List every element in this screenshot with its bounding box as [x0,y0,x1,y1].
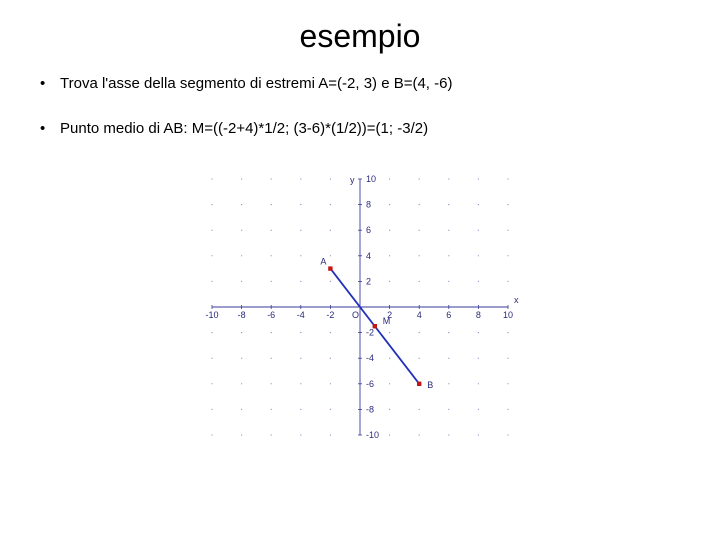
svg-text:-10: -10 [366,430,379,440]
svg-text:2: 2 [366,276,371,286]
svg-text:8: 8 [476,310,481,320]
svg-text:-4: -4 [366,353,374,363]
bullet-list: • Trova l'asse della segmento di estremi… [0,75,720,137]
svg-text:-4: -4 [297,310,305,320]
list-item: • Trova l'asse della segmento di estremi… [40,75,700,92]
svg-text:A: A [320,257,326,267]
svg-text:-6: -6 [267,310,275,320]
svg-text:10: 10 [366,174,376,184]
svg-text:-8: -8 [366,404,374,414]
svg-text:-8: -8 [238,310,246,320]
svg-text:6: 6 [446,310,451,320]
chart-container: -10-8-6-4-2246810-10-8-6-4-2246810xyOABM [0,157,720,457]
svg-text:O: O [352,310,359,320]
list-item: • Punto medio di AB: M=((-2+4)*1/2; (3-6… [40,120,700,137]
chart-svg: -10-8-6-4-2246810-10-8-6-4-2246810xyOABM [190,157,530,457]
svg-text:4: 4 [417,310,422,320]
page-title: esempio [0,0,720,75]
svg-text:y: y [350,175,355,185]
svg-text:-6: -6 [366,379,374,389]
svg-text:6: 6 [366,225,371,235]
svg-text:8: 8 [366,200,371,210]
svg-text:B: B [427,380,433,390]
svg-text:10: 10 [503,310,513,320]
bullet-dot-icon: • [40,120,60,137]
svg-text:M: M [383,316,391,326]
svg-text:4: 4 [366,251,371,261]
coordinate-chart: -10-8-6-4-2246810-10-8-6-4-2246810xyOABM [190,157,530,457]
bullet-text: Punto medio di AB: M=((-2+4)*1/2; (3-6)*… [60,120,428,137]
svg-text:-2: -2 [366,328,374,338]
svg-text:-10: -10 [205,310,218,320]
bullet-dot-icon: • [40,75,60,92]
bullet-text: Trova l'asse della segmento di estremi A… [60,75,452,92]
svg-text:-2: -2 [326,310,334,320]
svg-text:x: x [514,295,519,305]
